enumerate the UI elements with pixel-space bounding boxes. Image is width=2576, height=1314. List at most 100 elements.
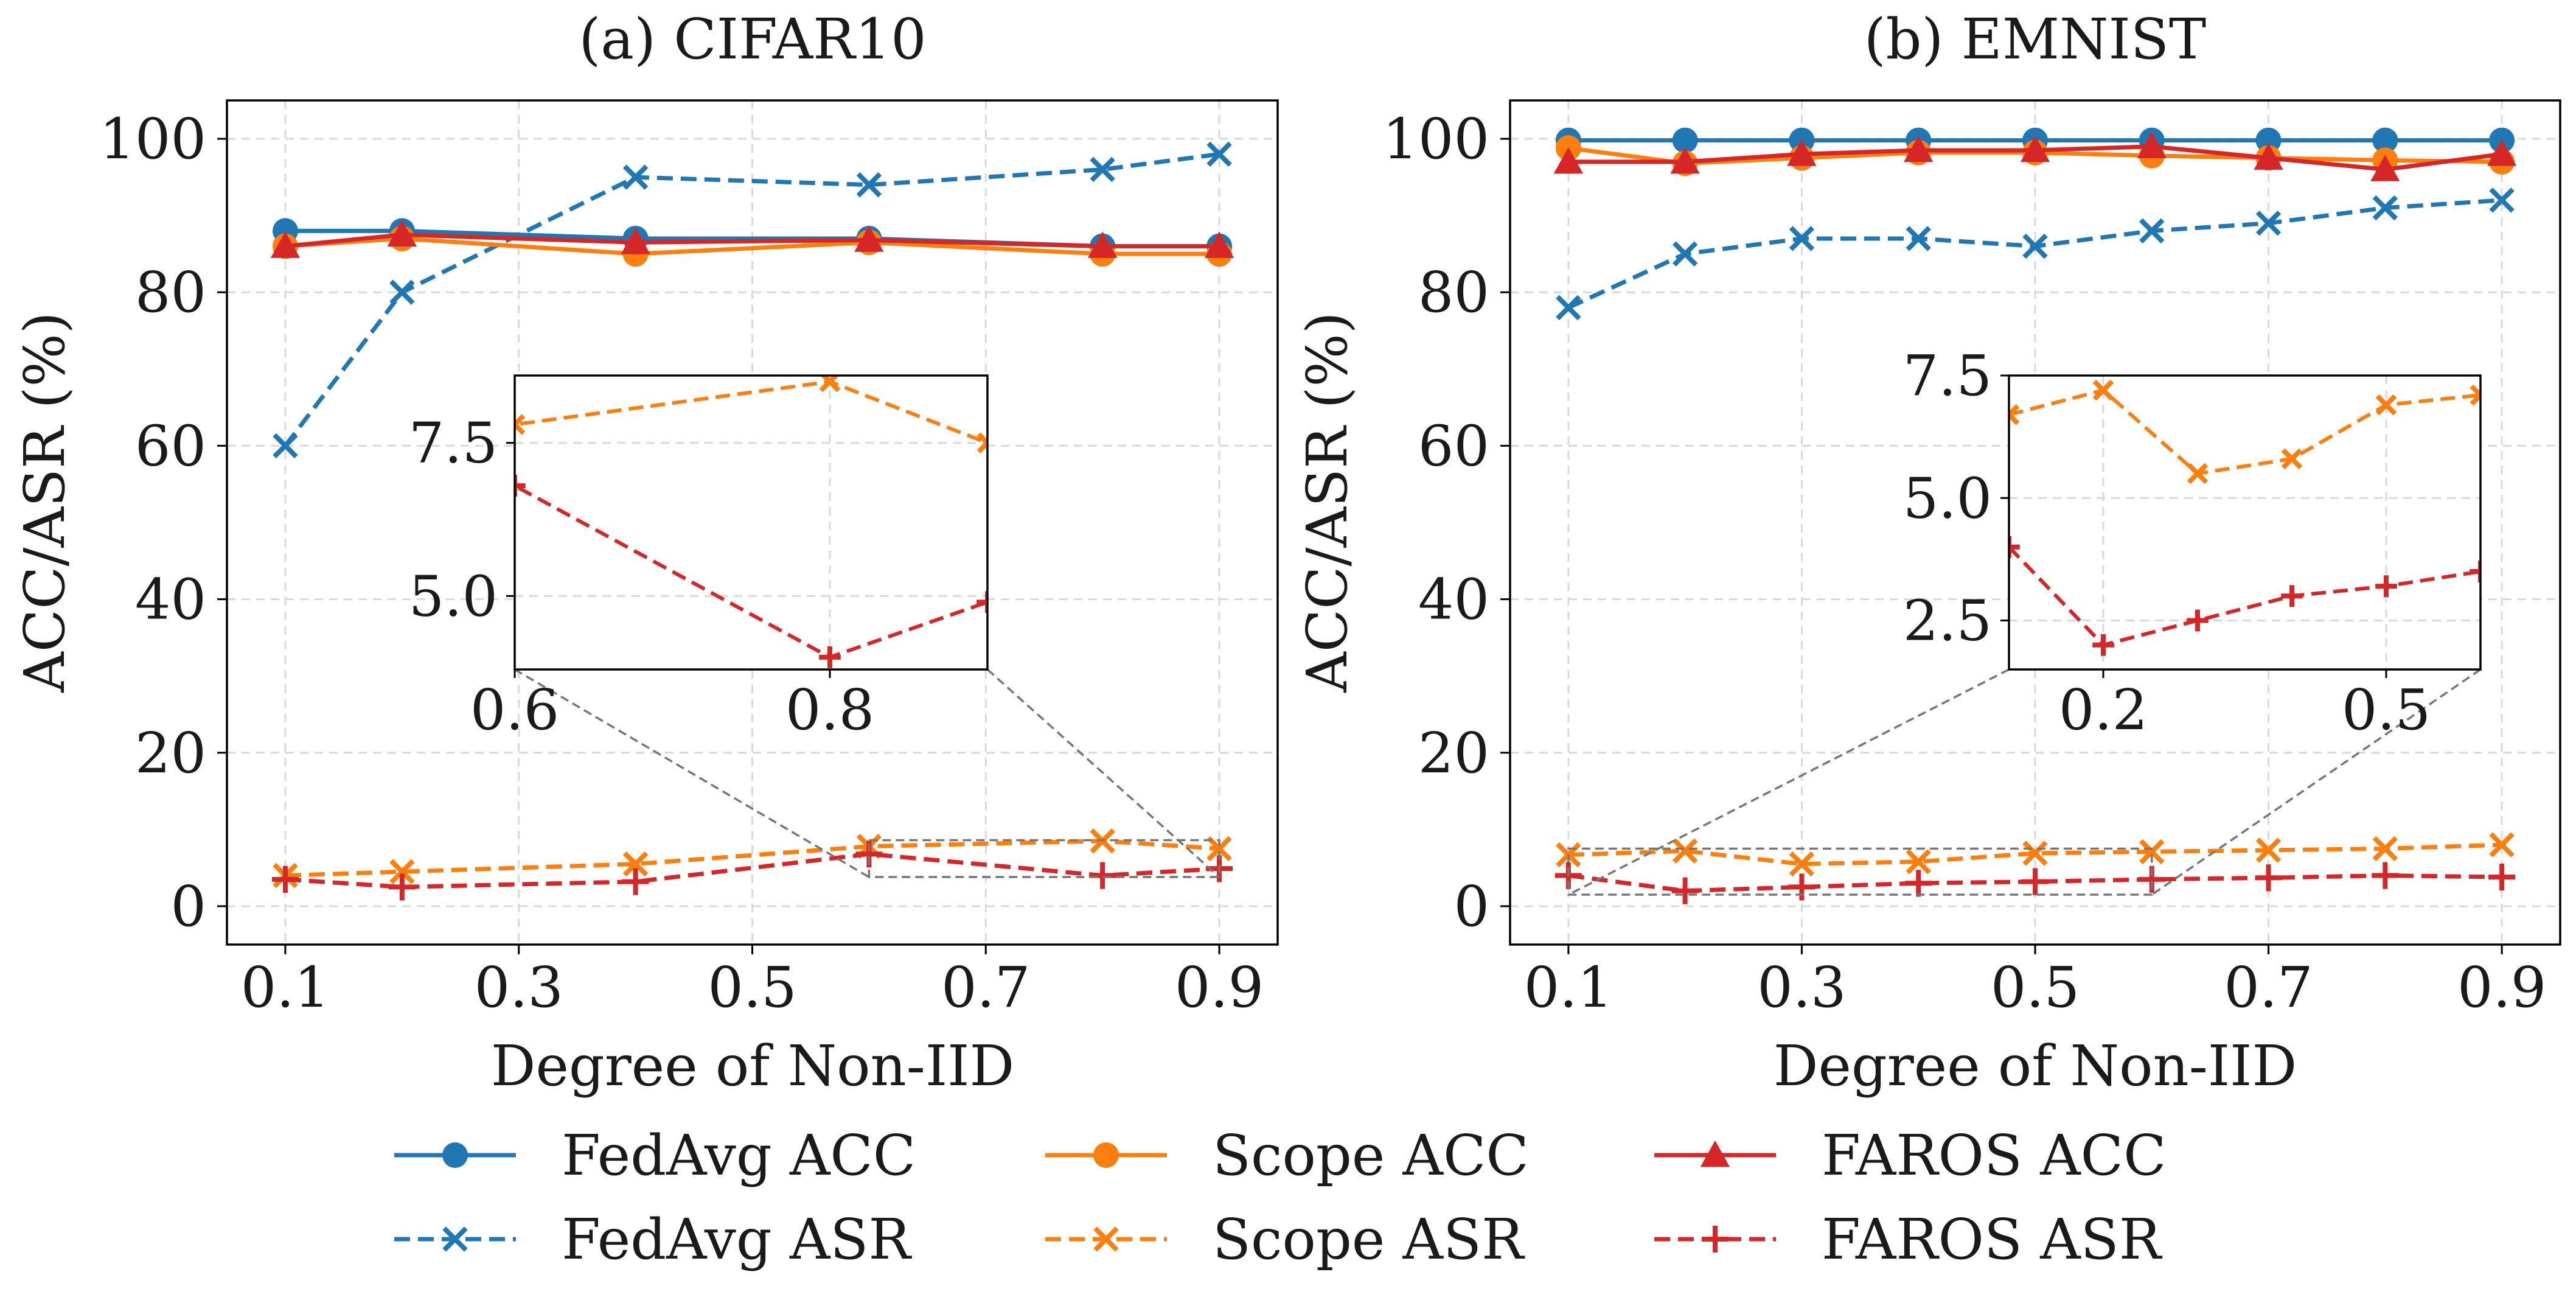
data-point xyxy=(622,868,649,895)
inset-y-tick-label: 2.5 xyxy=(1903,589,1992,654)
data-point xyxy=(389,279,415,305)
x-tick-label: 0.1 xyxy=(1524,955,1613,1020)
data-point xyxy=(1787,139,1817,166)
data-point xyxy=(271,865,299,893)
x-tick-label: 0.5 xyxy=(708,955,796,1020)
inset-data-point xyxy=(2566,377,2576,394)
data-point xyxy=(621,228,650,254)
series-fedavg-asr xyxy=(1556,187,2515,321)
chart-title: (b) EMNIST xyxy=(1864,7,2207,72)
y-tick-label: 40 xyxy=(1418,567,1489,632)
inset-x-tick-label: 0.2 xyxy=(2059,677,2148,743)
inset-data-point xyxy=(2281,448,2303,470)
data-point xyxy=(2372,862,2399,889)
data-point xyxy=(388,873,416,901)
data-point xyxy=(1556,295,1581,321)
inset-data-point xyxy=(976,432,987,453)
inset-series xyxy=(2009,377,2576,656)
data-point xyxy=(2255,127,2282,153)
data-point xyxy=(2139,218,2165,244)
data-point xyxy=(1553,147,1584,174)
data-point xyxy=(2372,195,2398,221)
data-point xyxy=(2489,832,2515,858)
legend-label: FedAvg ASR xyxy=(562,1207,912,1272)
inset-y-tick-label: 7.5 xyxy=(1903,343,1992,408)
data-point xyxy=(2489,187,2515,213)
zoom-connector xyxy=(514,668,870,878)
data-point xyxy=(2020,135,2050,163)
inset-series-scope-asr xyxy=(2009,377,2576,484)
data-point xyxy=(1906,226,1931,251)
inset-data-point xyxy=(2009,404,2020,425)
data-point xyxy=(1904,135,1934,163)
panel-emnist: (b) EMNIST ACC/ASR (%) Degree of Non-IID… xyxy=(1295,7,2576,1099)
data-point xyxy=(2022,840,2048,866)
series-line xyxy=(284,152,1220,447)
data-point xyxy=(2255,211,2282,236)
inset-data-point xyxy=(2092,379,2114,401)
legend-entry-fedavg-acc: FedAvg ACC xyxy=(394,1123,916,1188)
data-point xyxy=(2487,139,2517,166)
inset-data-point xyxy=(515,475,526,497)
series-faros-acc xyxy=(270,220,1234,258)
x-tick-label: 0.1 xyxy=(241,955,330,1020)
data-point xyxy=(1789,226,1815,251)
legend-marker xyxy=(1700,1140,1730,1167)
data-point xyxy=(2254,143,2283,170)
y-tick-label: 60 xyxy=(1418,413,1489,478)
data-point xyxy=(1672,838,1698,864)
data-point xyxy=(2022,233,2048,259)
inset-data-point xyxy=(2281,585,2303,607)
series-faros-asr xyxy=(1554,862,2516,904)
x-tick-label: 0.7 xyxy=(941,955,1030,1020)
legend-marker xyxy=(442,1226,468,1252)
y-tick-label: 60 xyxy=(135,413,206,478)
legend: FedAvg ACC FedAvg ASR Scope ACC Scope ASR FA… xyxy=(394,1123,2166,1272)
legend-entry-scope-asr: Scope ASR xyxy=(1045,1207,1525,1272)
x-axis-label: Degree of Non-IID xyxy=(491,1033,1015,1099)
data-point xyxy=(273,433,298,459)
data-point xyxy=(1672,241,1698,267)
inset-y-tick-label: 5.0 xyxy=(409,564,498,629)
legend-entry-faros-asr: FAROS ASR xyxy=(1654,1207,2163,1272)
zoom-connector xyxy=(986,668,1220,878)
series-faros-acc xyxy=(1553,131,2517,181)
data-point xyxy=(2370,155,2400,181)
legend-entry-fedavg-asr: FedAvg ASR xyxy=(394,1207,912,1272)
legend-entry-faros-acc: FAROS ACC xyxy=(1654,1123,2166,1188)
inset-data-point xyxy=(2470,384,2480,406)
inset-data-point xyxy=(2187,463,2209,484)
inset-y-tick-label: 5.0 xyxy=(1903,466,1992,531)
legend-marker xyxy=(1701,1225,1729,1253)
x-tick-label: 0.3 xyxy=(1757,955,1846,1020)
inset-background xyxy=(2009,376,2480,669)
inset-data-point xyxy=(515,414,526,435)
inset-x-tick-label: 0.6 xyxy=(470,677,559,743)
inset-series-faros-asr xyxy=(515,475,987,668)
inset-background xyxy=(515,376,987,669)
data-point xyxy=(1671,877,1699,904)
zoom-region xyxy=(1567,847,2153,896)
series-line xyxy=(285,236,1220,256)
legend-marker xyxy=(442,1142,468,1168)
data-point xyxy=(1204,231,1234,258)
data-point xyxy=(1206,836,1232,862)
inset-data-point xyxy=(2375,394,2397,416)
inset-frame xyxy=(2008,374,2482,671)
legend-label: FedAvg ACC xyxy=(562,1123,916,1188)
inset-series-faros-asr xyxy=(2009,536,2480,656)
inset-y-tick-label: 7.5 xyxy=(409,411,498,476)
inset-series-line xyxy=(515,379,987,445)
legend-marker xyxy=(1093,1142,1119,1168)
inset-x-tick-label: 0.8 xyxy=(785,677,874,743)
data-point xyxy=(854,225,884,252)
data-point xyxy=(622,851,649,877)
series-line xyxy=(285,839,1220,878)
inset-data-point xyxy=(2009,536,2020,558)
data-point xyxy=(2021,868,2049,895)
y-axis-label: ACC/ASR (%) xyxy=(1295,312,1360,693)
series-line xyxy=(1568,842,2502,867)
legend-label: Scope ACC xyxy=(1213,1123,1529,1188)
data-point xyxy=(1670,147,1700,174)
data-point xyxy=(1672,127,1698,153)
